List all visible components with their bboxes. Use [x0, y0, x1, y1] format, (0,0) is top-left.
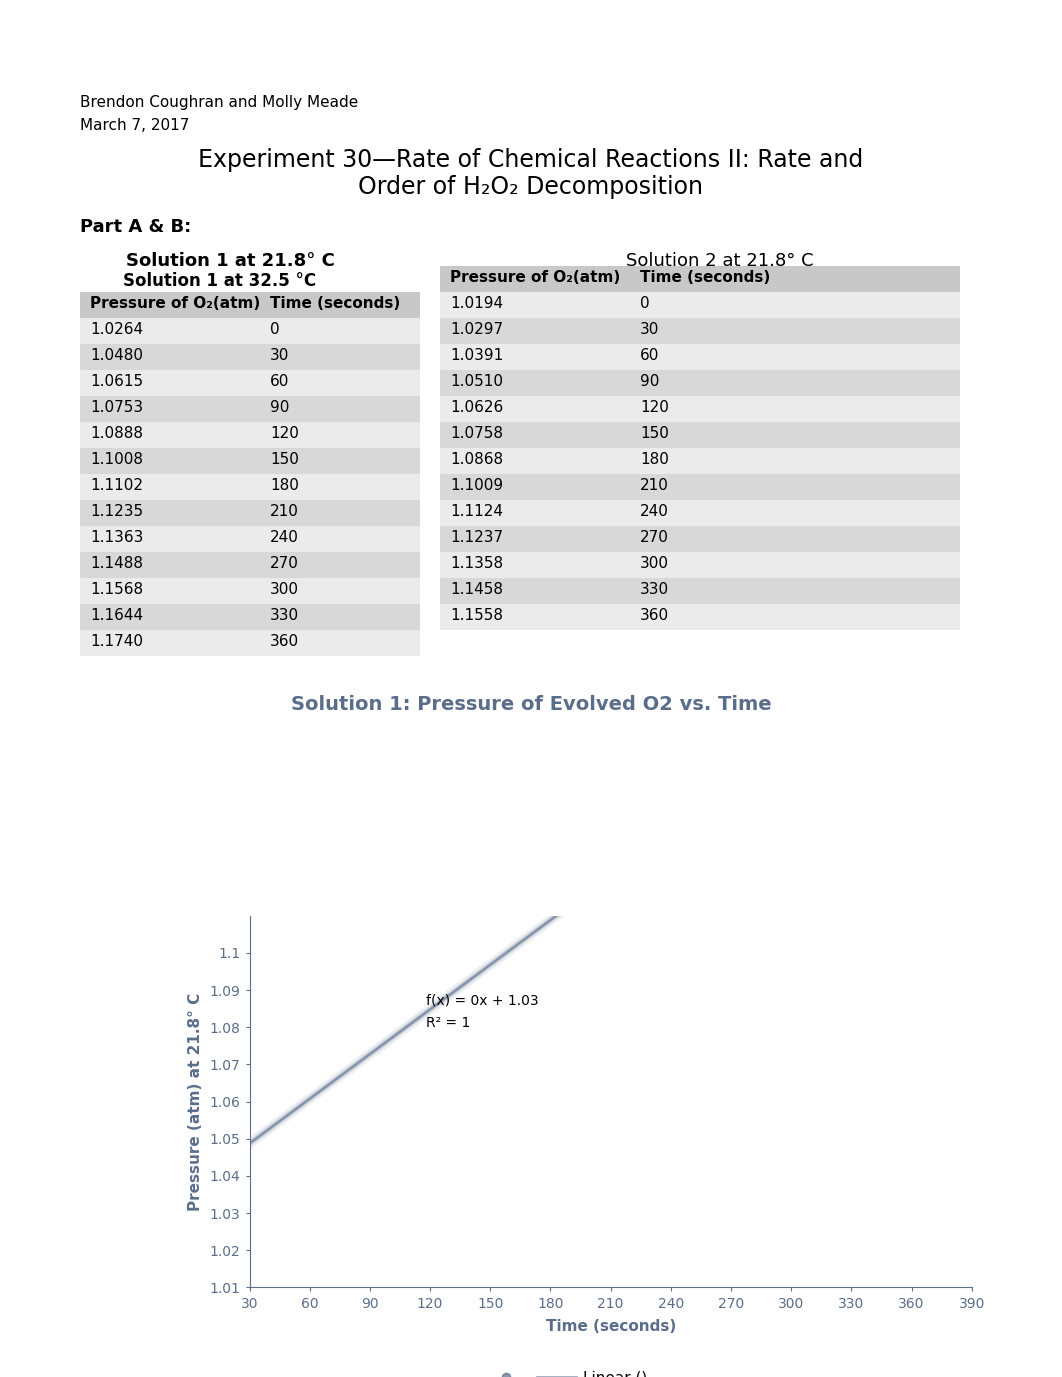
Text: 90: 90: [640, 375, 660, 388]
Bar: [80, 344, 419, 370]
Text: Time (seconds): Time (seconds): [270, 296, 400, 311]
Text: 1.1009: 1.1009: [450, 478, 503, 493]
Text: Solution 1: Pressure of Evolved O2 vs. Time: Solution 1: Pressure of Evolved O2 vs. T…: [291, 695, 771, 715]
Text: 150: 150: [640, 425, 669, 441]
Bar: [440, 397, 960, 421]
Text: R² = 1: R² = 1: [426, 1016, 470, 1030]
Text: 30: 30: [270, 348, 289, 364]
Text: 0: 0: [270, 322, 279, 337]
Bar: [80, 474, 419, 500]
Text: Experiment 30—Rate of Chemical Reactions II: Rate and: Experiment 30—Rate of Chemical Reactions…: [199, 147, 863, 172]
Bar: [80, 500, 419, 526]
Text: Part A & B:: Part A & B:: [80, 218, 191, 235]
Text: 120: 120: [640, 399, 669, 414]
Text: 330: 330: [270, 609, 299, 622]
Text: Pressure of O₂(atm): Pressure of O₂(atm): [450, 270, 620, 285]
Bar: [440, 266, 960, 292]
Text: 240: 240: [270, 530, 298, 545]
Text: 1.1235: 1.1235: [90, 504, 143, 519]
Text: 150: 150: [270, 452, 298, 467]
Text: 300: 300: [640, 556, 669, 571]
Text: 1.0626: 1.0626: [450, 399, 503, 414]
Text: 1.1008: 1.1008: [90, 452, 143, 467]
Text: 240: 240: [640, 504, 669, 519]
Text: 300: 300: [270, 582, 299, 598]
Bar: [440, 421, 960, 448]
Bar: [80, 526, 419, 552]
Text: 1.1363: 1.1363: [90, 530, 143, 545]
Text: 1.1488: 1.1488: [90, 556, 143, 571]
X-axis label: Time (seconds): Time (seconds): [546, 1319, 675, 1334]
Text: 90: 90: [270, 399, 289, 414]
Bar: [80, 421, 419, 448]
Text: Solution 2 at 21.8° C: Solution 2 at 21.8° C: [627, 252, 813, 270]
Text: 1.1237: 1.1237: [450, 530, 503, 545]
Text: 1.0391: 1.0391: [450, 348, 503, 364]
Bar: [440, 344, 960, 370]
Bar: [80, 448, 419, 474]
Text: 1.0615: 1.0615: [90, 375, 143, 388]
Text: 1.0758: 1.0758: [450, 425, 503, 441]
Text: 1.0264: 1.0264: [90, 322, 143, 337]
Text: 30: 30: [640, 322, 660, 337]
Text: 1.1458: 1.1458: [450, 582, 503, 598]
Text: 1.0753: 1.0753: [90, 399, 143, 414]
Text: Time (seconds): Time (seconds): [640, 270, 770, 285]
Text: 0: 0: [640, 296, 650, 311]
Text: 180: 180: [640, 452, 669, 467]
Text: 1.1740: 1.1740: [90, 633, 143, 649]
Bar: [440, 605, 960, 631]
Bar: [440, 474, 960, 500]
Text: 1.0297: 1.0297: [450, 322, 503, 337]
Bar: [80, 318, 419, 344]
Legend: , Linear (): , Linear (): [481, 1365, 654, 1377]
Text: Solution 1 at 32.5 °C: Solution 1 at 32.5 °C: [123, 273, 316, 291]
Text: 1.1358: 1.1358: [450, 556, 503, 571]
Bar: [80, 631, 419, 655]
Text: 270: 270: [270, 556, 298, 571]
Bar: [440, 526, 960, 552]
Text: Solution 1 at 21.8° C: Solution 1 at 21.8° C: [125, 252, 335, 270]
Text: 360: 360: [270, 633, 299, 649]
Text: 1.0510: 1.0510: [450, 375, 503, 388]
Text: 360: 360: [640, 609, 669, 622]
Bar: [80, 605, 419, 631]
Bar: [440, 500, 960, 526]
Text: 1.0888: 1.0888: [90, 425, 143, 441]
Text: 1.1558: 1.1558: [450, 609, 503, 622]
Text: Brendon Coughran and Molly Meade: Brendon Coughran and Molly Meade: [80, 95, 358, 110]
Bar: [80, 370, 419, 397]
Bar: [80, 397, 419, 421]
Bar: [440, 448, 960, 474]
Text: 1.0194: 1.0194: [450, 296, 503, 311]
Y-axis label: Pressure (atm) at 21.8° C: Pressure (atm) at 21.8° C: [188, 993, 203, 1210]
Bar: [440, 370, 960, 397]
Text: 1.1568: 1.1568: [90, 582, 143, 598]
Bar: [440, 552, 960, 578]
Bar: [440, 318, 960, 344]
Text: 60: 60: [270, 375, 289, 388]
Bar: [80, 292, 419, 318]
Text: Pressure of O₂(atm): Pressure of O₂(atm): [90, 296, 260, 311]
Text: 1.0868: 1.0868: [450, 452, 503, 467]
Text: Order of H₂O₂ Decomposition: Order of H₂O₂ Decomposition: [359, 175, 703, 200]
Text: 210: 210: [640, 478, 669, 493]
Text: 270: 270: [640, 530, 669, 545]
Text: 1.1102: 1.1102: [90, 478, 143, 493]
Bar: [80, 578, 419, 605]
Text: 180: 180: [270, 478, 298, 493]
Text: 1.0480: 1.0480: [90, 348, 143, 364]
Text: 210: 210: [270, 504, 298, 519]
Text: March 7, 2017: March 7, 2017: [80, 118, 189, 134]
Text: 1.1644: 1.1644: [90, 609, 143, 622]
Text: 330: 330: [640, 582, 669, 598]
Text: 60: 60: [640, 348, 660, 364]
Bar: [440, 578, 960, 605]
Text: f(x) = 0x + 1.03: f(x) = 0x + 1.03: [426, 994, 538, 1008]
Bar: [440, 292, 960, 318]
Bar: [80, 552, 419, 578]
Text: 120: 120: [270, 425, 298, 441]
Text: 1.1124: 1.1124: [450, 504, 503, 519]
